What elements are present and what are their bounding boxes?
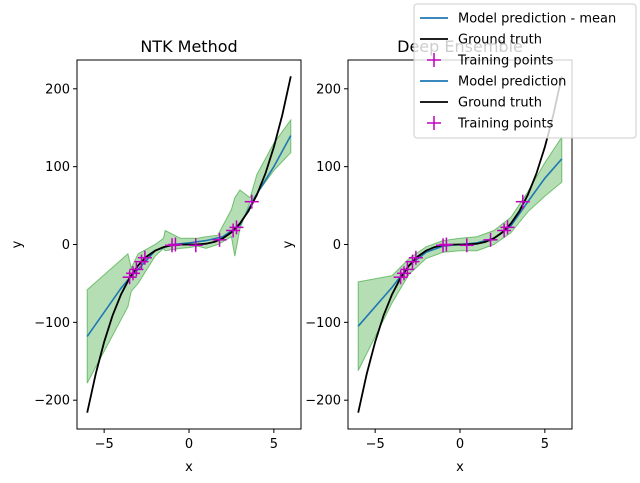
legend-entry: Model prediction xyxy=(420,75,566,90)
y-tick-label: 100 xyxy=(45,160,70,175)
y-tick-label: −100 xyxy=(34,316,70,331)
training-point xyxy=(393,270,408,285)
training-point xyxy=(400,262,415,277)
training-point xyxy=(188,238,203,253)
training-point xyxy=(408,250,423,265)
training-point xyxy=(483,232,498,247)
training-point xyxy=(497,223,512,238)
training-point xyxy=(439,237,454,252)
training-point xyxy=(397,266,411,281)
legend-label: Model prediction - mean xyxy=(458,12,616,27)
training-point xyxy=(168,237,183,252)
training-point xyxy=(515,194,530,209)
legend-label: Ground truth xyxy=(458,33,542,48)
x-tick-label: 5 xyxy=(541,437,549,452)
x-tick-label: 0 xyxy=(456,437,464,452)
y-tick-label: −200 xyxy=(305,394,341,409)
legend-marker-swatch xyxy=(427,116,441,130)
training-point xyxy=(226,223,241,238)
training-point xyxy=(500,220,515,235)
legend-marker-swatch xyxy=(427,53,441,67)
y-tick-label: 200 xyxy=(45,82,70,97)
legend: Model prediction - mean Ground truth Train… xyxy=(413,3,637,139)
legend-box xyxy=(413,3,637,139)
legend-entry: Training points xyxy=(427,53,554,69)
y-tick-label: 100 xyxy=(316,160,341,175)
x-tick-label: 0 xyxy=(185,437,193,452)
uncertainty-band xyxy=(357,135,563,371)
training-point xyxy=(405,254,420,269)
legend-label: Ground truth xyxy=(458,96,542,111)
y-tick-label: 0 xyxy=(333,238,341,253)
training-point xyxy=(212,232,227,247)
training-point xyxy=(436,238,451,253)
x-axis-label: x xyxy=(185,460,193,475)
training-point xyxy=(229,220,244,235)
x-tick-label: 5 xyxy=(270,437,278,452)
y-tick-label: 200 xyxy=(316,82,341,97)
training-point xyxy=(459,238,474,253)
legend-label: Training points xyxy=(457,117,554,132)
ground-truth-line xyxy=(86,76,292,413)
y-tick-label: −100 xyxy=(305,316,341,331)
training-point xyxy=(126,266,140,281)
plot-area xyxy=(86,76,292,413)
plot-area xyxy=(357,76,563,413)
legend-entry: Ground truth xyxy=(420,33,542,48)
uncertainty-band xyxy=(86,118,292,384)
legend-label: Training points xyxy=(457,54,554,69)
training-point xyxy=(137,250,152,265)
legend-entry: Training points xyxy=(427,116,554,132)
ground-truth-line xyxy=(357,76,563,413)
y-axis-label: y xyxy=(10,240,25,248)
training-point xyxy=(134,254,149,269)
y-axis-label: y xyxy=(281,240,296,248)
x-axis-label: x xyxy=(456,460,464,475)
chart-title: NTK Method xyxy=(140,37,237,56)
x-tick-label: −5 xyxy=(95,437,114,452)
legend-label: Model prediction xyxy=(458,75,566,90)
x-tick-label: −5 xyxy=(366,437,385,452)
y-tick-label: −200 xyxy=(34,394,70,409)
y-tick-label: 0 xyxy=(62,238,70,253)
training-point xyxy=(244,194,259,209)
legend-entry: Ground truth xyxy=(420,96,542,111)
ntk-method-panel: −5 0 5 −200 −100 0 100 200 x y NTK Method xyxy=(10,37,302,475)
training-point xyxy=(165,238,180,253)
training-point xyxy=(122,270,137,285)
training-point xyxy=(129,262,144,277)
legend-entry: Model prediction - mean xyxy=(420,12,616,27)
